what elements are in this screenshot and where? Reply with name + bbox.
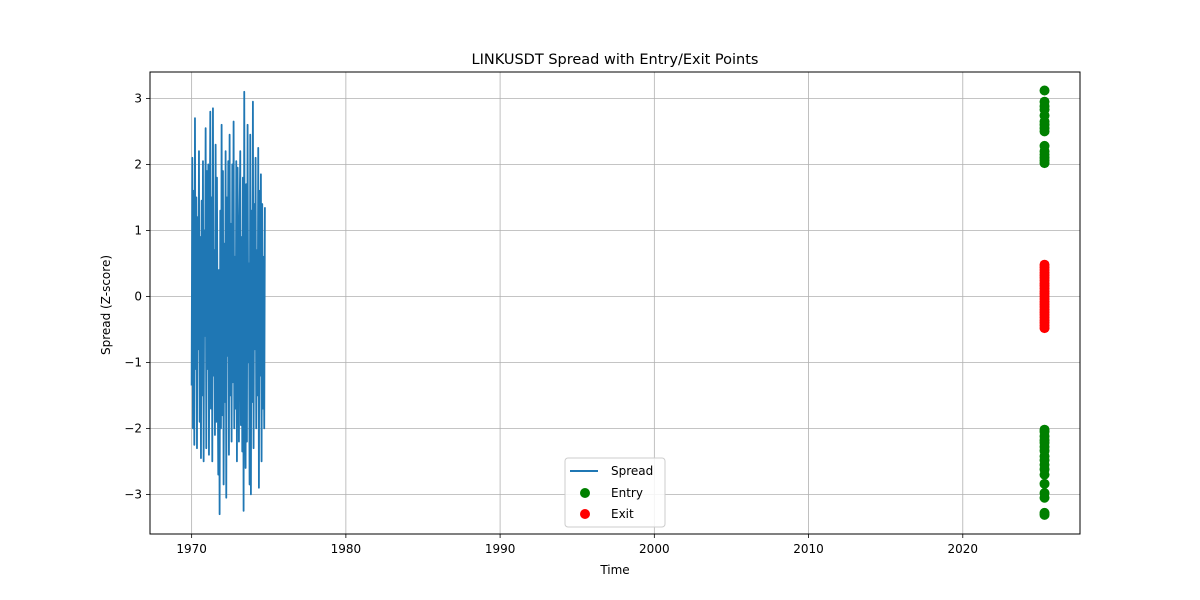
legend-spread-label: Spread (611, 464, 653, 478)
entry-point (1039, 158, 1050, 169)
legend-box (564, 457, 666, 528)
x-tick-label: 2020 (948, 542, 979, 556)
y-tick-label: 0 (134, 289, 142, 303)
plot-area (190, 85, 1050, 520)
entry-point (1039, 492, 1050, 503)
legend-exit-swatch (580, 509, 590, 519)
x-tick-label: 2010 (793, 542, 824, 556)
legend-entry-swatch (580, 488, 590, 498)
y-axis: −3 −2 −1 0 1 2 3 (124, 91, 150, 501)
entry-point (1039, 478, 1050, 489)
entry-point (1039, 509, 1050, 520)
chart-title: LINKUSDT Spread with Entry/Exit Points (472, 52, 759, 68)
axes-frame (149, 71, 1081, 535)
y-tick-label: 3 (134, 91, 142, 105)
legend-entry-label: Entry (611, 486, 643, 500)
grid (150, 72, 1080, 534)
exit-point (1039, 323, 1050, 334)
x-tick-label: 1990 (485, 542, 516, 556)
legend-exit-label: Exit (611, 507, 634, 521)
x-tick-label: 1980 (331, 542, 362, 556)
y-tick-label: −1 (124, 355, 142, 369)
entry-point (1039, 126, 1050, 137)
x-axis: 1970 1980 1990 2000 2010 2020 (176, 534, 978, 556)
legend: Spread Entry Exit (564, 457, 666, 528)
y-tick-label: −3 (124, 487, 142, 501)
spread-line (190, 90, 266, 516)
y-axis-label: Spread (Z-score) (99, 255, 113, 355)
entry-point (1039, 469, 1050, 480)
x-axis-label: Time (599, 563, 629, 577)
x-tick-label: 1970 (176, 542, 207, 556)
x-tick-label: 2000 (639, 542, 670, 556)
entry-point (1039, 85, 1050, 96)
y-tick-label: −2 (124, 421, 142, 435)
y-tick-label: 1 (134, 223, 142, 237)
y-tick-label: 2 (134, 157, 142, 171)
